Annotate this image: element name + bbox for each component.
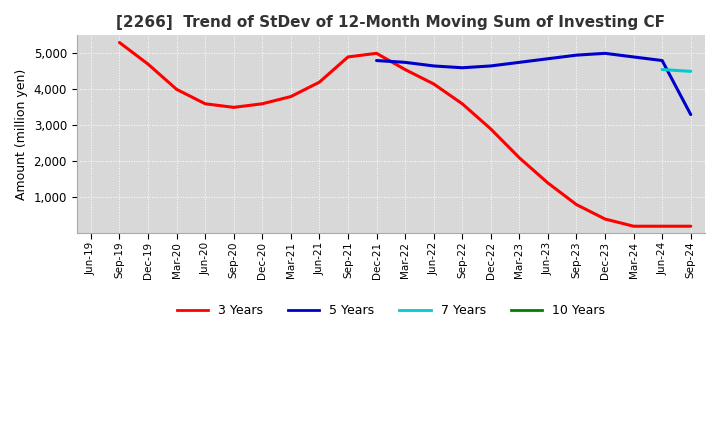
Y-axis label: Amount (million yen): Amount (million yen) (15, 69, 28, 200)
Title: [2266]  Trend of StDev of 12-Month Moving Sum of Investing CF: [2266] Trend of StDev of 12-Month Moving… (117, 15, 665, 30)
Legend: 3 Years, 5 Years, 7 Years, 10 Years: 3 Years, 5 Years, 7 Years, 10 Years (171, 299, 610, 322)
